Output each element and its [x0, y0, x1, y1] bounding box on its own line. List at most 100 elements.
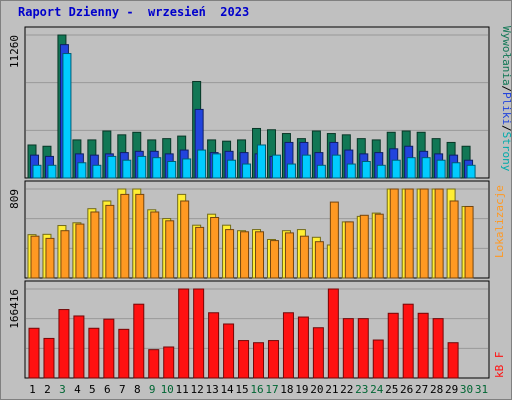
bar-kb-f-day-16 — [253, 342, 265, 379]
bar-strony-day-17 — [269, 240, 279, 279]
bar-strony-day-7 — [120, 193, 130, 279]
bar-kb-f-day-14 — [223, 323, 235, 379]
bar-kb-f-day-19 — [297, 316, 309, 379]
bar-kb-f-day-23 — [357, 318, 369, 379]
bar-kb-f-day-8 — [133, 303, 145, 379]
x-tick-day-23: 23 — [355, 383, 368, 396]
bar-strony-day-26 — [404, 188, 414, 279]
bar-kb-f-day-18 — [282, 312, 294, 379]
bar-kb-f-day-17 — [267, 340, 279, 379]
legend-separator: / — [500, 125, 512, 132]
bar-strony-day-14 — [225, 229, 235, 279]
bar-kb-f-day-22 — [342, 318, 354, 379]
bar-kb-f-day-21 — [327, 288, 339, 379]
x-tick-day-11: 11 — [176, 383, 189, 396]
bar-strony-day-25 — [391, 159, 401, 179]
x-tick-day-3: 3 — [59, 383, 66, 396]
bar-strony-day-4 — [75, 223, 85, 279]
x-tick-day-8: 8 — [134, 383, 141, 396]
bar-strony-day-11 — [180, 200, 190, 279]
bar-strony-day-5 — [90, 211, 100, 279]
bar-strony-day-30 — [464, 205, 474, 279]
bar-strony-day-17 — [271, 154, 281, 179]
bar-strony-day-8 — [137, 155, 147, 179]
bar-strony-day-7 — [122, 159, 132, 179]
bar-strony-day-6 — [105, 204, 115, 279]
x-tick-day-22: 22 — [340, 383, 353, 396]
legend-top-wywo-ania: Wywołania — [500, 26, 512, 86]
legend-kbf: kB F — [493, 352, 506, 379]
bar-strony-day-26 — [406, 157, 416, 179]
legend-lokalizacje: Lokalizacje — [493, 185, 506, 258]
bar-strony-day-13 — [212, 153, 222, 179]
bar-strony-day-4 — [77, 162, 87, 179]
x-tick-day-14: 14 — [220, 383, 234, 396]
x-tick-day-29: 29 — [445, 383, 458, 396]
bar-strony-day-16 — [257, 144, 267, 179]
bar-strony-day-19 — [301, 154, 311, 179]
bar-strony-day-1 — [30, 235, 40, 279]
bar-kb-f-day-5 — [88, 327, 100, 379]
bar-kb-f-day-28 — [432, 318, 444, 379]
x-tick-day-21: 21 — [325, 383, 338, 396]
bar-strony-day-10 — [165, 220, 175, 279]
x-tick-day-17: 17 — [265, 383, 278, 396]
bar-strony-day-23 — [359, 214, 369, 279]
x-tick-day-28: 28 — [430, 383, 443, 396]
bar-strony-day-9 — [152, 157, 162, 179]
panel-3-ymax-label: 166416 — [8, 289, 21, 329]
x-tick-day-15: 15 — [235, 383, 248, 396]
x-tick-day-25: 25 — [385, 383, 398, 396]
x-tick-day-20: 20 — [310, 383, 323, 396]
x-tick-day-10: 10 — [161, 383, 174, 396]
panel-2-ymax-label: 809 — [8, 189, 21, 209]
bar-strony-day-1 — [32, 164, 42, 179]
bar-kb-f-day-27 — [417, 312, 429, 379]
legend-top-strony: Strony — [500, 132, 512, 172]
bar-strony-day-20 — [314, 241, 324, 279]
bar-strony-day-13 — [210, 216, 220, 279]
bar-strony-day-29 — [449, 200, 459, 279]
bar-strony-day-21 — [329, 201, 339, 279]
x-tick-day-12: 12 — [191, 383, 204, 396]
x-tick-day-16: 16 — [250, 383, 263, 396]
bar-strony-day-25 — [389, 188, 399, 279]
x-tick-day-4: 4 — [74, 383, 81, 396]
bar-kb-f-day-6 — [103, 318, 115, 379]
bar-kb-f-day-20 — [312, 327, 324, 379]
bar-kb-f-day-11 — [178, 288, 190, 379]
bar-kb-f-day-7 — [118, 328, 130, 379]
bar-strony-day-6 — [107, 155, 117, 179]
x-tick-day-31: 31 — [475, 383, 488, 396]
bar-kb-f-day-3 — [58, 309, 70, 379]
bar-strony-day-18 — [284, 232, 294, 279]
bar-strony-day-19 — [299, 235, 309, 279]
x-tick-day-30: 30 — [460, 383, 473, 396]
bar-kb-f-day-9 — [148, 349, 160, 379]
bar-strony-day-12 — [197, 149, 207, 179]
bar-strony-day-9 — [150, 211, 160, 279]
bar-strony-day-2 — [45, 237, 55, 279]
x-tick-day-13: 13 — [205, 383, 218, 396]
bar-strony-day-11 — [182, 158, 192, 179]
x-tick-day-18: 18 — [280, 383, 293, 396]
bar-strony-day-3 — [60, 230, 70, 279]
bar-kb-f-day-2 — [43, 337, 55, 379]
bar-kb-f-day-15 — [238, 340, 250, 379]
bar-strony-day-27 — [419, 188, 429, 279]
bar-kb-f-day-26 — [402, 303, 414, 379]
bar-strony-day-24 — [374, 213, 384, 279]
x-tick-day-2: 2 — [44, 383, 51, 396]
bar-strony-day-10 — [167, 160, 177, 179]
bar-kb-f-day-29 — [447, 342, 459, 379]
x-tick-day-26: 26 — [400, 383, 413, 396]
bar-kb-f-day-13 — [208, 312, 220, 379]
bar-strony-day-12 — [195, 226, 205, 279]
bar-strony-day-15 — [242, 163, 252, 179]
bar-strony-day-21 — [331, 154, 341, 179]
x-tick-day-6: 6 — [104, 383, 111, 396]
bar-kb-f-day-25 — [387, 312, 399, 379]
bar-strony-day-5 — [92, 164, 102, 179]
bar-strony-day-28 — [434, 188, 444, 279]
bar-kb-f-day-12 — [193, 288, 205, 379]
